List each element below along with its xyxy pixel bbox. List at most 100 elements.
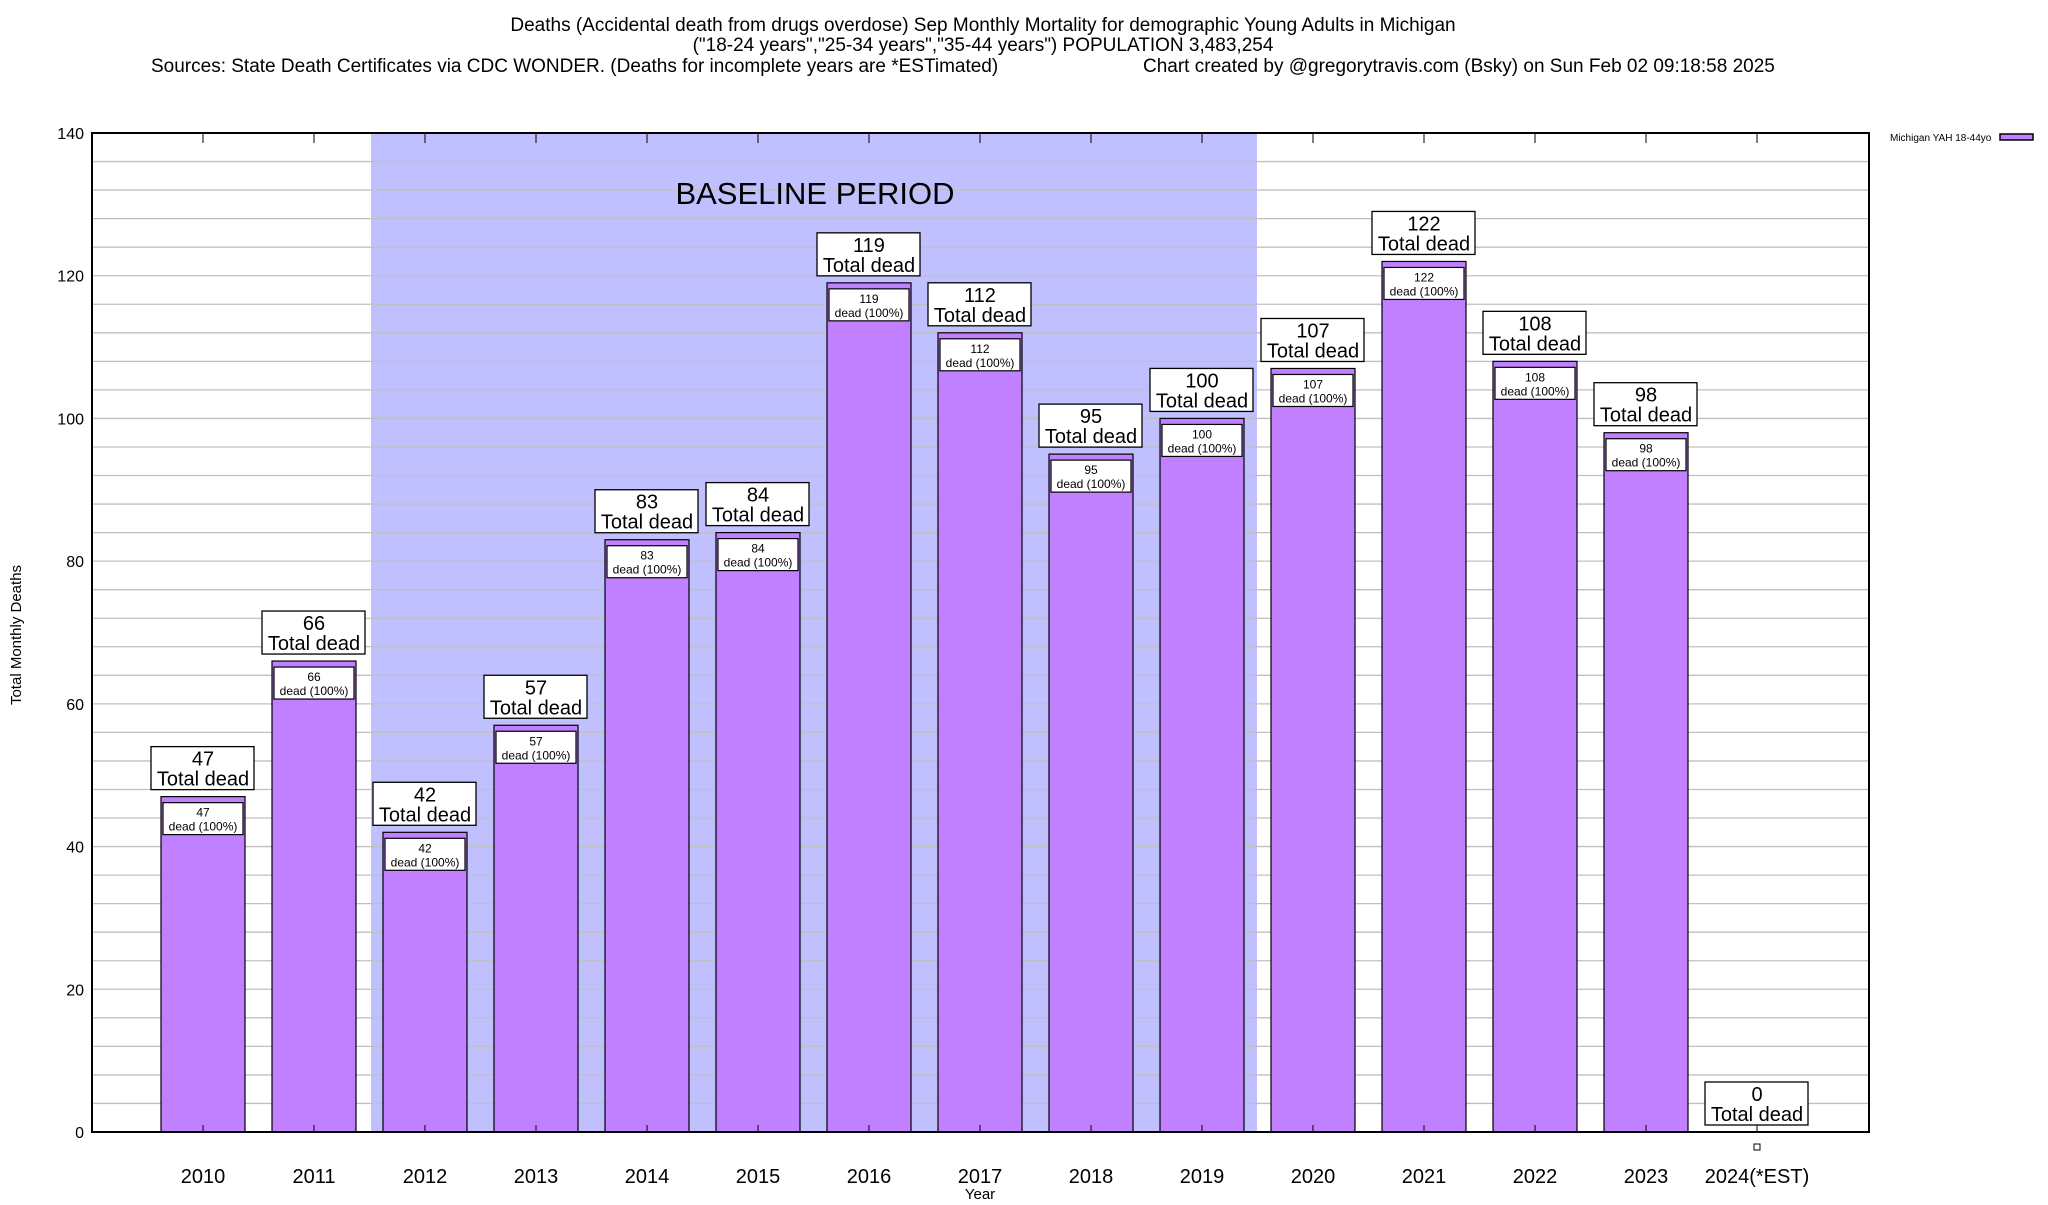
total-label-box (1704, 1081, 1809, 1126)
x-tick-label: 2016 (847, 1166, 892, 1188)
chart-credit: Chart created by @gregorytravis.com (Bsk… (1143, 56, 1775, 77)
baseline-period-label: BASELINE PERIOD (675, 176, 954, 211)
inner-label-box (1494, 366, 1576, 400)
inner-value-label: 119 (859, 292, 878, 306)
inner-value-label: 84 (751, 542, 765, 556)
inner-label-box (606, 545, 688, 579)
total-value-label: 84 (747, 485, 769, 507)
x-tick-label: 2017 (958, 1166, 1003, 1188)
total-dead-label: Total dead (934, 305, 1026, 327)
inner-percent-label: dead (100%) (724, 556, 793, 570)
inner-percent-label: dead (100%) (1279, 391, 1348, 405)
inner-value-label: 107 (1303, 377, 1323, 391)
inner-value-label: 66 (307, 670, 321, 684)
total-value-label: 83 (636, 492, 658, 514)
total-label-box (1038, 403, 1143, 448)
chart-sources: Sources: State Death Certificates via CD… (151, 56, 998, 77)
x-tick-label: 2023 (1624, 1166, 1669, 1188)
total-dead-label: Total dead (1156, 390, 1248, 412)
total-dead-label: Total dead (1267, 340, 1359, 362)
total-dead-label: Total dead (268, 633, 360, 655)
total-label-box (483, 674, 588, 719)
total-label-box (1593, 382, 1698, 427)
total-label-box (372, 781, 477, 826)
inner-value-label: 112 (970, 342, 989, 356)
inner-percent-label: dead (100%) (1390, 284, 1459, 298)
x-tick-label: 2020 (1291, 1166, 1336, 1188)
plot-border (91, 132, 1870, 1133)
x-tick-label: 2014 (625, 1166, 670, 1188)
inner-label-box (1050, 459, 1132, 493)
total-value-label: 57 (525, 677, 547, 699)
inner-label-box (939, 338, 1021, 372)
total-value-label: 108 (1518, 313, 1551, 335)
y-tick-label: 140 (57, 126, 84, 143)
x-tick-label: 2021 (1402, 1166, 1447, 1188)
inner-value-label: 122 (1414, 270, 1434, 284)
total-label-box (1149, 367, 1254, 413)
y-tick-label: 60 (66, 697, 84, 714)
inner-percent-label: dead (100%) (1057, 477, 1126, 491)
total-value-label: 42 (414, 784, 436, 806)
bar (826, 282, 912, 1133)
inner-label-box (1383, 266, 1465, 301)
total-dead-label: Total dead (1378, 233, 1470, 255)
y-tick-label: 40 (66, 840, 84, 857)
inner-value-label: 42 (418, 841, 432, 855)
inner-label-box (384, 837, 466, 871)
chart-title-line-2: ("18-24 years","25-34 years","35-44 year… (693, 35, 1274, 56)
bar (1381, 260, 1467, 1133)
legend-label: Michigan YAH 18-44yo (1890, 133, 1992, 144)
total-label-box (1482, 310, 1587, 355)
inner-percent-label: dead (100%) (835, 306, 904, 320)
bar (1603, 432, 1689, 1133)
inner-percent-label: dead (100%) (169, 820, 238, 834)
bar (937, 332, 1023, 1133)
total-label-box (1371, 210, 1476, 256)
zero-point-marker (1753, 1143, 1761, 1151)
total-value-label: 100 (1185, 370, 1218, 392)
bar (715, 531, 801, 1133)
inner-label-box (717, 537, 799, 572)
total-dead-label: Total dead (490, 697, 582, 719)
inner-value-label: 98 (1639, 442, 1653, 456)
inner-value-label: 95 (1084, 463, 1098, 477)
total-dead-label: Total dead (823, 255, 915, 277)
bar (1270, 367, 1356, 1133)
inner-label-box (273, 666, 355, 700)
inner-value-label: 57 (529, 734, 543, 748)
total-label-box (816, 232, 921, 277)
total-value-label: 47 (192, 749, 214, 771)
chart-title-line-1: Deaths (Accidental death from drugs over… (510, 15, 1455, 36)
inner-percent-label: dead (100%) (280, 684, 349, 698)
total-dead-label: Total dead (379, 804, 471, 826)
inner-percent-label: dead (100%) (613, 563, 682, 577)
inner-value-label: 100 (1192, 427, 1212, 441)
total-value-label: 98 (1635, 385, 1657, 407)
bar (160, 796, 246, 1133)
inner-label-box (495, 730, 577, 764)
bar (493, 724, 579, 1133)
total-dead-label: Total dead (1045, 426, 1137, 448)
legend-swatch (1999, 133, 2034, 141)
total-value-label: 122 (1407, 213, 1440, 235)
y-tick-label: 20 (66, 982, 84, 999)
inner-label-box (1272, 373, 1354, 408)
x-tick-label: 2018 (1069, 1166, 1114, 1188)
inner-value-label: 108 (1525, 370, 1545, 384)
total-dead-label: Total dead (1489, 333, 1581, 355)
bar (1159, 417, 1245, 1133)
total-label-box (261, 610, 366, 655)
x-tick-label: 2013 (514, 1166, 559, 1188)
total-label-box (927, 282, 1032, 327)
y-tick-label: 80 (66, 554, 84, 571)
x-tick-label: 2024(*EST) (1705, 1166, 1810, 1188)
bar (382, 831, 468, 1133)
total-value-label: 107 (1296, 320, 1329, 342)
bar (1048, 453, 1134, 1133)
inner-label-box (828, 288, 910, 322)
total-dead-label: Total dead (1711, 1104, 1803, 1126)
total-value-label: 66 (303, 613, 325, 635)
x-axis-label: Year (965, 1186, 995, 1200)
